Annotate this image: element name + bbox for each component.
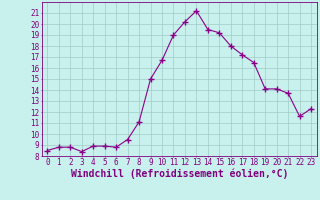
X-axis label: Windchill (Refroidissement éolien,°C): Windchill (Refroidissement éolien,°C) [70,168,288,179]
